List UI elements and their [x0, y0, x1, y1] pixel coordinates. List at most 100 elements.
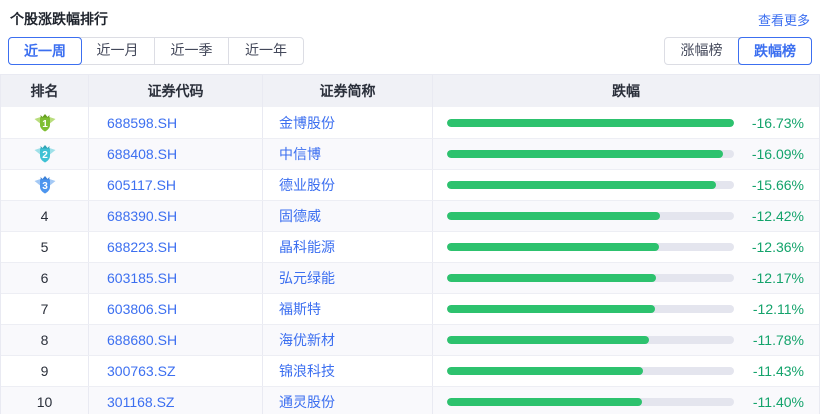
- stock-code-link[interactable]: 300763.SZ: [107, 363, 176, 379]
- name-cell: 德业股份: [263, 170, 433, 200]
- table-row: 8 688680.SH 海优新材 -11.78%: [1, 324, 819, 355]
- change-value: -12.11%: [752, 301, 804, 317]
- stock-name-link[interactable]: 弘元绿能: [279, 270, 335, 286]
- change-bar-track: [447, 212, 734, 220]
- rank-cell: 9: [1, 356, 89, 386]
- code-cell: 300763.SZ: [89, 356, 263, 386]
- code-cell: 603185.SH: [89, 263, 263, 293]
- table-body: 1 688598.SH 金博股份 -16.73% 2 688408.SH 中信博…: [1, 107, 819, 414]
- board-tab-0[interactable]: 涨幅榜: [665, 38, 739, 64]
- stock-name-link[interactable]: 中信博: [279, 146, 321, 162]
- rank-cell: 5: [1, 232, 89, 262]
- period-tab-group: 近一周 近一月 近一季 近一年: [8, 37, 304, 65]
- code-cell: 301168.SZ: [89, 387, 263, 414]
- change-bar-track: [447, 181, 734, 189]
- change-bar-fill: [447, 150, 724, 158]
- change-bar-track: [447, 367, 734, 375]
- controls-row: 近一周 近一月 近一季 近一年 涨幅榜 跌幅榜: [8, 37, 812, 65]
- name-cell: 金博股份: [263, 107, 433, 138]
- change-value: -11.40%: [752, 394, 804, 410]
- stock-code-link[interactable]: 603185.SH: [107, 270, 178, 286]
- stock-name-link[interactable]: 通灵股份: [279, 394, 335, 410]
- column-header-code: 证券代码: [89, 75, 263, 107]
- page-title: 个股涨跌幅排行: [10, 11, 108, 27]
- view-more-link[interactable]: 查看更多: [757, 12, 810, 28]
- stock-code-link[interactable]: 603806.SH: [107, 301, 178, 317]
- change-value: -12.36%: [751, 239, 804, 255]
- table-row: 6 603185.SH 弘元绿能 -12.17%: [1, 262, 819, 293]
- change-bar-track: [447, 150, 734, 158]
- change-cell: -12.36%: [433, 232, 819, 262]
- change-cell: -11.43%: [433, 356, 819, 386]
- board-tab-1[interactable]: 跌幅榜: [738, 37, 812, 65]
- board-tab-group: 涨幅榜 跌幅榜: [664, 37, 812, 65]
- stock-name-link[interactable]: 固德威: [279, 208, 321, 224]
- svg-text:3: 3: [42, 181, 48, 192]
- table-row: 4 688390.SH 固德威 -12.42%: [1, 200, 819, 231]
- column-header-change: 跌幅: [612, 83, 640, 99]
- change-bar-fill: [447, 212, 660, 220]
- name-cell: 固德威: [263, 201, 433, 231]
- rank-number: 9: [40, 363, 49, 379]
- code-cell: 688598.SH: [89, 107, 263, 138]
- stock-code-link[interactable]: 688223.SH: [107, 239, 178, 255]
- medal-rank-2-icon: 2: [34, 145, 55, 163]
- rank-cell: 2: [1, 139, 89, 169]
- stock-code-link[interactable]: 688680.SH: [107, 332, 178, 348]
- table-row: 2 688408.SH 中信博 -16.09%: [1, 138, 819, 169]
- change-bar-track: [447, 305, 734, 313]
- change-bar-track: [447, 398, 734, 406]
- name-cell: 中信博: [263, 139, 433, 169]
- change-value: -16.09%: [751, 146, 804, 162]
- change-value: -12.42%: [751, 208, 804, 224]
- stock-name-link[interactable]: 德业股份: [279, 177, 335, 193]
- stock-code-link[interactable]: 688408.SH: [107, 146, 178, 162]
- table-row: 9 300763.SZ 锦浪科技 -11.43%: [1, 355, 819, 386]
- table-row: 10 301168.SZ 通灵股份 -11.40%: [1, 386, 819, 414]
- period-tab-2[interactable]: 近一季: [155, 38, 229, 64]
- change-cell: -12.17%: [433, 263, 819, 293]
- change-bar-fill: [447, 181, 716, 189]
- period-tab-1[interactable]: 近一月: [81, 38, 155, 64]
- table-row: 7 603806.SH 福斯特 -12.11%: [1, 293, 819, 324]
- stock-code-link[interactable]: 301168.SZ: [107, 394, 175, 410]
- rank-cell: 7: [1, 294, 89, 324]
- change-cell: -11.78%: [433, 325, 819, 355]
- column-header-name: 证券简称: [263, 75, 433, 107]
- change-value: -16.73%: [751, 114, 804, 131]
- change-bar-track: [447, 336, 734, 344]
- code-cell: 603806.SH: [89, 294, 263, 324]
- name-cell: 通灵股份: [263, 387, 433, 414]
- svg-text:1: 1: [42, 119, 48, 130]
- stock-name-link[interactable]: 锦浪科技: [279, 363, 335, 379]
- change-bar-fill: [447, 367, 644, 375]
- rank-number: 5: [40, 239, 49, 255]
- code-cell: 688680.SH: [89, 325, 263, 355]
- table-row: 5 688223.SH 晶科能源 -12.36%: [1, 231, 819, 262]
- code-cell: 688390.SH: [89, 201, 263, 231]
- table-row: 1 688598.SH 金博股份 -16.73%: [1, 107, 819, 138]
- stock-name-link[interactable]: 晶科能源: [279, 239, 335, 255]
- stock-code-link[interactable]: 605117.SH: [107, 177, 177, 193]
- stock-name-link[interactable]: 福斯特: [279, 301, 321, 317]
- rank-cell: 3: [1, 170, 89, 200]
- stock-code-link[interactable]: 688598.SH: [107, 114, 178, 131]
- name-cell: 福斯特: [263, 294, 433, 324]
- period-tab-3[interactable]: 近一年: [245, 42, 287, 58]
- code-cell: 688223.SH: [89, 232, 263, 262]
- change-value: -11.43%: [752, 363, 804, 379]
- rank-cell: 10: [1, 387, 89, 414]
- change-cell: -16.73%: [433, 107, 819, 138]
- stock-code-link[interactable]: 688390.SH: [107, 208, 178, 224]
- name-cell: 弘元绿能: [263, 263, 433, 293]
- stock-name-link[interactable]: 金博股份: [279, 114, 335, 131]
- medal-rank-3-icon: 3: [34, 176, 55, 194]
- change-bar-fill: [447, 243, 660, 251]
- rank-number: 8: [40, 332, 49, 348]
- rank-cell: 8: [1, 325, 89, 355]
- name-cell: 锦浪科技: [263, 356, 433, 386]
- rank-cell: 6: [1, 263, 89, 293]
- stock-name-link[interactable]: 海优新材: [279, 332, 335, 348]
- period-tab-0[interactable]: 近一周: [8, 37, 82, 65]
